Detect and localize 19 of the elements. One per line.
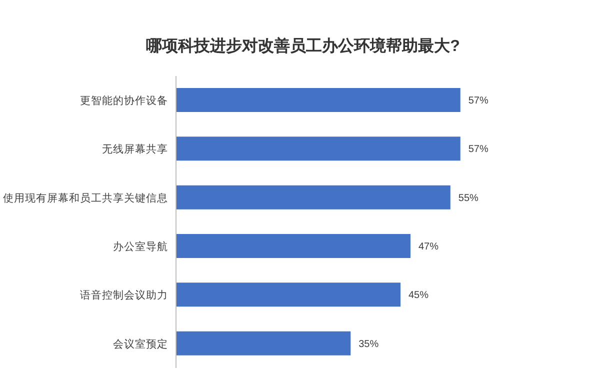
bar [176,88,460,112]
bar [176,136,460,161]
y-tick-label: 语音控制会议助力 [80,288,168,302]
y-tick-label: 无线屏幕共享 [102,142,168,156]
data-label: 35% [358,338,379,350]
bar [176,282,401,307]
y-tick-label: 办公室导航 [113,240,168,254]
y-tick-label: 使用现有屏幕和员工共享关键信息 [3,191,168,204]
data-label: 45% [408,290,429,302]
chart-title: 哪项科技进步对改善员工办公环境帮助最大? [145,36,461,57]
bar [176,185,450,210]
data-label: 47% [418,242,439,253]
y-tick-label: 会议室预定 [113,337,168,350]
bar [176,331,351,356]
data-label: 57% [468,96,488,107]
bar [176,234,410,258]
data-label: 55% [458,192,479,204]
data-label: 57% [468,144,488,156]
y-tick-label: 更智能的协作设备 [80,94,168,108]
